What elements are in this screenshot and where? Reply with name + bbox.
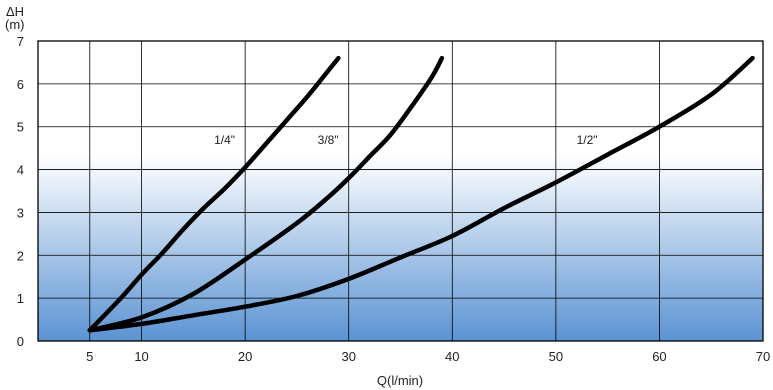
x-tick-label: 70 — [756, 349, 770, 364]
series-label: 1/2" — [577, 133, 598, 147]
series-line — [87, 55, 341, 333]
y-tick-label: 0 — [17, 334, 24, 349]
plot-frame — [37, 40, 764, 342]
x-tick-label: 60 — [652, 349, 666, 364]
x-axis-label: Q(l/min) — [377, 373, 423, 388]
y-axis-label-top: ΔH — [6, 4, 24, 19]
y-tick-label: 3 — [17, 205, 24, 220]
x-tick-label: 10 — [134, 349, 148, 364]
x-tick-label: 20 — [238, 349, 252, 364]
y-tick-label: 4 — [17, 163, 24, 178]
y-axis-label-bottom: (m) — [5, 17, 25, 32]
x-tick-label: 40 — [445, 349, 459, 364]
series-label: 1/4" — [214, 133, 235, 147]
series-lines — [87, 55, 755, 333]
series-label: 3/8" — [318, 133, 339, 147]
y-tick-label: 1 — [17, 291, 24, 306]
series-line — [87, 55, 755, 333]
tick-labels: 5 10 20 30 40 50 60 70 0 1 2 3 4 5 6 7 — [17, 34, 770, 364]
x-tick-label: 5 — [86, 349, 93, 364]
series-line — [87, 55, 445, 333]
y-tick-label: 7 — [17, 34, 24, 49]
y-tick-label: 2 — [17, 248, 24, 263]
plot-area — [38, 41, 763, 341]
x-tick-label: 30 — [341, 349, 355, 364]
x-tick-label: 50 — [549, 349, 563, 364]
y-tick-label: 5 — [17, 120, 24, 135]
series-labels: 1/4" 3/8" 1/2" — [214, 133, 597, 147]
y-tick-label: 6 — [17, 77, 24, 92]
